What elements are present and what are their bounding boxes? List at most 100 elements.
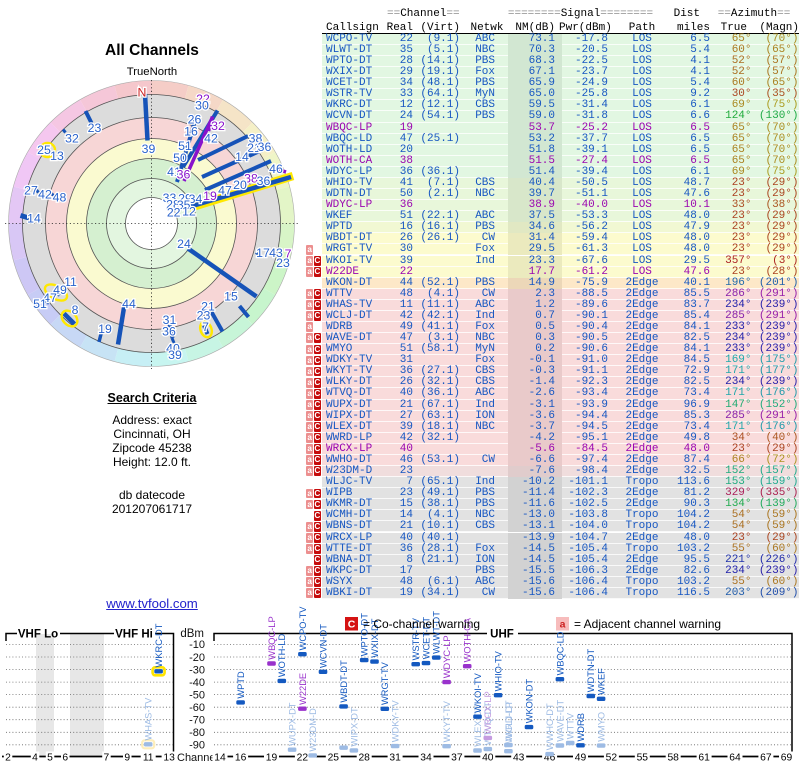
svg-text:17: 17	[256, 246, 270, 260]
svg-text:WLEX-DT: WLEX-DT	[473, 705, 483, 747]
svg-text:67: 67	[760, 752, 772, 763]
svg-text:WBDT-DT: WBDT-DT	[339, 660, 349, 703]
svg-text:31: 31	[163, 313, 177, 327]
svg-text:27: 27	[24, 184, 38, 198]
svg-text:61: 61	[698, 752, 710, 763]
svg-text:WCVN-DT: WCVN-DT	[318, 624, 328, 668]
svg-text:16: 16	[184, 125, 198, 139]
svg-text:UHF: UHF	[490, 629, 514, 641]
svg-text:WWRD-LP: WWRD-LP	[504, 702, 514, 747]
svg-text:32: 32	[211, 119, 225, 133]
svg-text:-50: -50	[189, 689, 205, 701]
svg-text:WPTD: WPTD	[236, 671, 246, 699]
svg-text:47: 47	[218, 184, 232, 198]
svg-text:-40: -40	[189, 677, 205, 689]
svg-text:WAVE-DT: WAVE-DT	[555, 700, 565, 742]
svg-text:22: 22	[297, 752, 309, 763]
svg-text:40: 40	[482, 752, 494, 763]
svg-text:23: 23	[276, 256, 290, 270]
svg-text:23: 23	[197, 309, 211, 323]
svg-text:23: 23	[88, 121, 102, 135]
svg-text:36: 36	[177, 168, 191, 182]
svg-text:-60: -60	[189, 702, 205, 714]
svg-text:-80: -80	[189, 727, 205, 739]
svg-text:WSTR-TV: WSTR-TV	[411, 617, 421, 660]
svg-text:40: 40	[166, 342, 180, 356]
svg-text:= Co-channel warning: = Co-channel warning	[363, 617, 480, 631]
svg-text:13: 13	[50, 149, 64, 163]
svg-text:WCPO-TV: WCPO-TV	[298, 606, 308, 651]
svg-text:WIPX-DT: WIPX-DT	[349, 707, 359, 747]
svg-text:42: 42	[204, 132, 218, 146]
svg-text:WDKY-TV: WDKY-TV	[391, 699, 401, 742]
svg-text:39: 39	[142, 142, 156, 156]
svg-text:7: 7	[285, 247, 292, 261]
svg-text:13: 13	[163, 752, 175, 763]
svg-text:36: 36	[258, 140, 272, 154]
svg-text:VHF Lo: VHF Lo	[18, 629, 58, 641]
svg-text:69: 69	[781, 752, 793, 763]
svg-text:49: 49	[53, 283, 67, 297]
svg-text:51: 51	[178, 139, 192, 153]
svg-text:9: 9	[124, 752, 130, 763]
svg-text:21: 21	[201, 300, 215, 314]
svg-text:22: 22	[196, 92, 210, 106]
svg-text:-70: -70	[189, 715, 205, 727]
svg-text:WCET-DT: WCET-DT	[421, 617, 431, 660]
svg-text:33: 33	[163, 191, 177, 205]
svg-text:46: 46	[544, 752, 556, 763]
svg-text:11: 11	[64, 275, 77, 289]
svg-text:19: 19	[98, 322, 112, 336]
svg-text:WDYC-LP: WDYC-LP	[442, 635, 452, 678]
svg-text:58: 58	[667, 752, 679, 763]
svg-text:5: 5	[47, 752, 53, 763]
svg-text:WPTO-DT: WPTO-DT	[360, 613, 370, 657]
svg-text:-10: -10	[189, 639, 205, 651]
svg-text:47: 47	[43, 291, 57, 305]
svg-text:C: C	[348, 619, 356, 631]
svg-text:WXIX-DT: WXIX-DT	[370, 618, 380, 658]
svg-text:34: 34	[189, 192, 203, 206]
svg-text:31: 31	[389, 752, 401, 763]
svg-text:VHF Hi: VHF Hi	[115, 629, 153, 641]
svg-text:38: 38	[249, 132, 263, 146]
svg-text:28: 28	[358, 752, 370, 763]
svg-text:WHAS-TV: WHAS-TV	[144, 697, 154, 741]
svg-text:22: 22	[167, 206, 181, 220]
svg-text:WKON-DT: WKON-DT	[524, 679, 534, 724]
svg-text:49: 49	[575, 752, 587, 763]
svg-text:WLWT-DT: WLWT-DT	[432, 611, 442, 654]
svg-text:21: 21	[247, 141, 261, 155]
svg-text:64: 64	[729, 752, 741, 763]
svg-text:WOTH-CA: WOTH-CA	[463, 617, 473, 662]
svg-text:2: 2	[5, 752, 11, 763]
svg-text:WKYT-TV: WKYT-TV	[442, 700, 452, 742]
svg-text:29: 29	[178, 192, 192, 206]
svg-text:37: 37	[451, 752, 463, 763]
svg-text:20: 20	[233, 178, 247, 192]
svg-text:W22DE: W22DE	[298, 673, 308, 705]
svg-text:-30: -30	[189, 664, 205, 676]
svg-text:Channel: Channel	[177, 752, 218, 764]
svg-text:48: 48	[53, 191, 67, 205]
svg-text:38: 38	[244, 172, 258, 186]
svg-text:-20: -20	[189, 652, 205, 664]
svg-text:7: 7	[202, 320, 209, 334]
svg-text:28: 28	[166, 198, 180, 212]
svg-text:7: 7	[104, 752, 110, 763]
svg-text:14: 14	[235, 150, 249, 164]
svg-text:42: 42	[38, 188, 52, 202]
svg-text:34: 34	[420, 752, 432, 763]
svg-text:11: 11	[143, 752, 154, 763]
svg-text:8: 8	[72, 303, 79, 317]
svg-text:32: 32	[65, 132, 79, 146]
svg-text:WDTN-DT: WDTN-DT	[586, 649, 596, 693]
svg-text:46: 46	[269, 162, 283, 176]
svg-text:25: 25	[328, 752, 340, 763]
svg-text:WWHO-DT: WWHO-DT	[545, 703, 555, 750]
svg-text:6: 6	[62, 752, 68, 763]
svg-text:50: 50	[173, 151, 187, 165]
svg-text:36: 36	[257, 174, 271, 188]
svg-text:WKRC-DT: WKRC-DT	[154, 623, 164, 667]
svg-text:52: 52	[606, 752, 618, 763]
